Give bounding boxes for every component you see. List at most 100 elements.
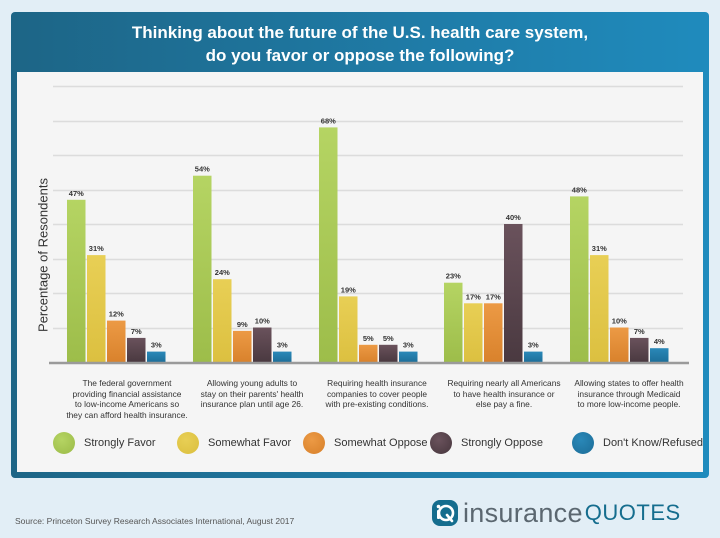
category-label-2: Requiring health insurance companies to c… xyxy=(314,378,440,410)
bar-4-1 xyxy=(590,255,609,362)
value-label-3-2: 17% xyxy=(486,292,501,301)
category-label-line: they can afford health insurance. xyxy=(66,409,188,420)
category-label-4: Allowing states to offer health insurance… xyxy=(566,378,692,410)
insurancequotes-logo: insurance QUOTES xyxy=(432,497,681,529)
bar-1-2 xyxy=(233,330,252,362)
value-labels: 47% 31% 12% 7% 3% 54% 24% 9% 10% 3% 68% 19% 5% 5% 3% 23… xyxy=(69,116,665,349)
source-note: Source: Princeton Survey Research Associ… xyxy=(15,516,295,526)
legend-label: Don't Know/Refused xyxy=(603,437,703,449)
legend: Strongly Favor Somewhat Favor Somewhat Opp… xyxy=(53,432,703,456)
bar-2-3 xyxy=(379,344,398,363)
legend-label: Strongly Favor xyxy=(84,437,156,449)
bar-4-0 xyxy=(570,196,589,362)
value-label-2-2: 5% xyxy=(363,334,374,343)
category-label-line: Requiring nearly all Americans xyxy=(447,378,561,388)
legend-swatch-icon xyxy=(430,432,452,454)
bar-3-1 xyxy=(464,303,483,362)
legend-label: Somewhat Oppose xyxy=(334,437,428,449)
bar-3-2 xyxy=(484,303,503,362)
category-label-line: providing financial assistance xyxy=(72,388,182,399)
bar-4-2 xyxy=(610,327,629,362)
value-label-4-2: 10% xyxy=(612,317,627,326)
category-label-line: insurance through Medicaid xyxy=(577,388,681,399)
bar-1-0 xyxy=(193,175,212,362)
category-label-line: stay on their parents' health xyxy=(200,388,304,399)
value-label-0-0: 47% xyxy=(69,189,84,198)
category-label-line: Requiring health insurance xyxy=(327,378,427,388)
bar-3-4 xyxy=(524,351,543,362)
category-label-line: to have health insurance or xyxy=(453,388,555,399)
value-label-3-4: 3% xyxy=(528,341,539,350)
bar-4-4 xyxy=(650,348,669,362)
bar-0-3 xyxy=(127,337,146,362)
value-label-0-1: 31% xyxy=(89,244,104,253)
legend-swatch-icon xyxy=(53,432,75,454)
category-label-line: companies to cover people xyxy=(326,388,428,399)
bar-4-3 xyxy=(630,337,649,362)
bar-0-0 xyxy=(67,199,86,362)
legend-swatch-icon xyxy=(572,432,594,454)
bars xyxy=(67,127,669,363)
chart-frame: Thinking about the future of the U.S. he… xyxy=(11,12,709,478)
category-label-line: with pre-existing conditions. xyxy=(325,399,429,409)
value-label-2-0: 68% xyxy=(321,116,336,125)
bar-chart: 47% 31% 12% 7% 3% 54% 24% 9% 10% 3% 68% 19% 5% 5% 3% 23… xyxy=(49,85,689,365)
category-label-3: Requiring nearly all Americans to have he… xyxy=(441,378,567,410)
category-label-line: insurance plan until age 26. xyxy=(200,399,304,409)
category-label-line: Allowing young adults to xyxy=(206,378,298,388)
value-label-4-0: 48% xyxy=(572,185,587,194)
bar-0-1 xyxy=(87,255,106,362)
legend-item-4: Don't Know/Refused xyxy=(572,432,703,454)
legend-swatch-icon xyxy=(303,432,325,454)
logo-word-insurance: insurance xyxy=(463,498,583,528)
value-label-3-0: 23% xyxy=(446,272,461,281)
bar-2-0 xyxy=(319,127,338,363)
bar-0-2 xyxy=(107,320,126,362)
value-label-2-1: 19% xyxy=(341,285,356,294)
value-label-4-3: 7% xyxy=(634,327,645,336)
value-label-4-1: 31% xyxy=(592,244,607,253)
gridlines xyxy=(53,85,683,330)
legend-item-3: Strongly Oppose xyxy=(430,432,543,454)
legend-item-0: Strongly Favor xyxy=(53,432,156,454)
value-label-0-4: 3% xyxy=(151,341,162,350)
iq-logo-icon xyxy=(432,500,458,526)
category-label-line: to low-income Americans so xyxy=(74,399,180,409)
value-label-0-3: 7% xyxy=(131,327,142,336)
value-label-3-3: 40% xyxy=(506,213,521,222)
category-label-0: The federal government providing financia… xyxy=(64,378,190,420)
value-label-1-4: 3% xyxy=(277,341,288,350)
legend-label: Somewhat Favor xyxy=(208,437,292,449)
value-label-2-4: 3% xyxy=(403,341,414,350)
bar-0-4 xyxy=(147,351,166,362)
value-label-1-1: 24% xyxy=(215,268,230,277)
bar-1-4 xyxy=(273,351,292,362)
value-label-4-4: 4% xyxy=(654,337,665,346)
category-label-line: The federal government xyxy=(82,378,172,388)
logo-word-quotes: QUOTES xyxy=(584,500,681,525)
legend-item-2: Somewhat Oppose xyxy=(303,432,428,454)
chart-panel: Percentage of Resondents 47% 31% 12% 7% 3% 54… xyxy=(17,72,703,472)
category-label-line: Allowing states to offer health xyxy=(574,378,684,388)
category-label-line: else pay a fine. xyxy=(475,399,533,409)
bar-2-2 xyxy=(359,344,378,363)
category-label-1: Allowing young adults to stay on their pa… xyxy=(189,378,315,410)
legend-item-1: Somewhat Favor xyxy=(177,432,291,454)
chart-title-line-1: Thinking about the future of the U.S. he… xyxy=(131,23,589,42)
chart-title: Thinking about the future of the U.S. he… xyxy=(11,21,709,67)
value-label-1-2: 9% xyxy=(237,320,248,329)
value-label-2-3: 5% xyxy=(383,334,394,343)
legend-swatch-icon xyxy=(177,432,199,454)
bar-1-1 xyxy=(213,279,232,362)
value-label-1-3: 10% xyxy=(255,317,270,326)
value-label-0-2: 12% xyxy=(109,310,124,319)
bar-3-3 xyxy=(504,224,523,362)
legend-label: Strongly Oppose xyxy=(461,437,543,449)
bar-1-3 xyxy=(253,327,272,362)
category-label-line: to more low-income people. xyxy=(577,399,681,409)
chart-title-line-2: do you favor or oppose the following? xyxy=(205,46,515,65)
bar-2-1 xyxy=(339,296,358,362)
bar-2-4 xyxy=(399,351,418,362)
value-label-3-1: 17% xyxy=(466,292,481,301)
value-label-1-0: 54% xyxy=(195,165,210,174)
